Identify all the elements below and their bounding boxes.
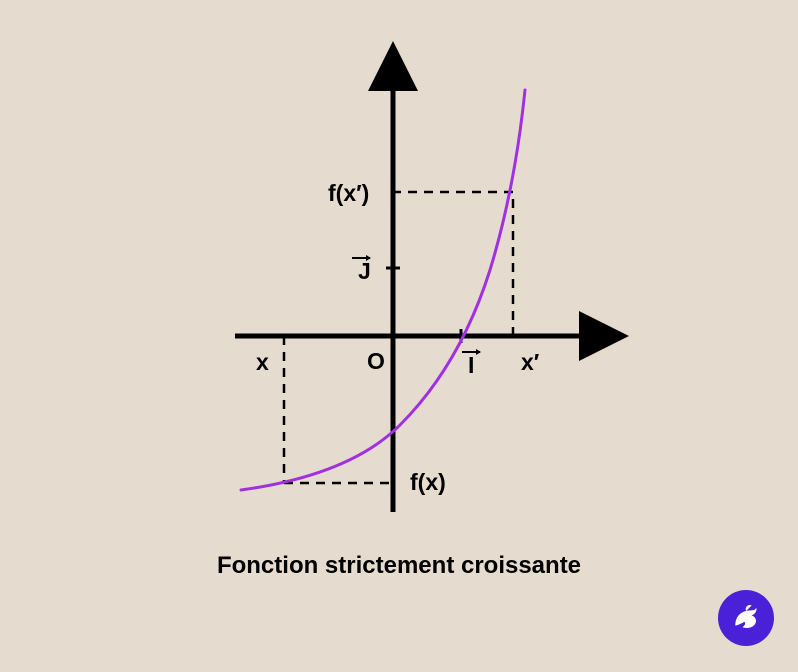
brand-logo [718, 590, 774, 646]
unit-vector-i-label: I [468, 352, 474, 379]
figure-canvas: O x x′ f(x) f(x′) I J Fonction stricteme… [0, 0, 798, 672]
figure-caption: Fonction strictement croissante [0, 552, 798, 580]
origin-label: O [367, 348, 385, 375]
brand-logo-icon [728, 600, 764, 636]
x-label: x [256, 349, 269, 376]
f-of-x-label: f(x) [410, 469, 446, 496]
unit-vector-j-label: J [358, 258, 371, 285]
x-prime-label: x′ [521, 349, 539, 376]
f-of-x-prime-label: f(x′) [328, 180, 369, 207]
